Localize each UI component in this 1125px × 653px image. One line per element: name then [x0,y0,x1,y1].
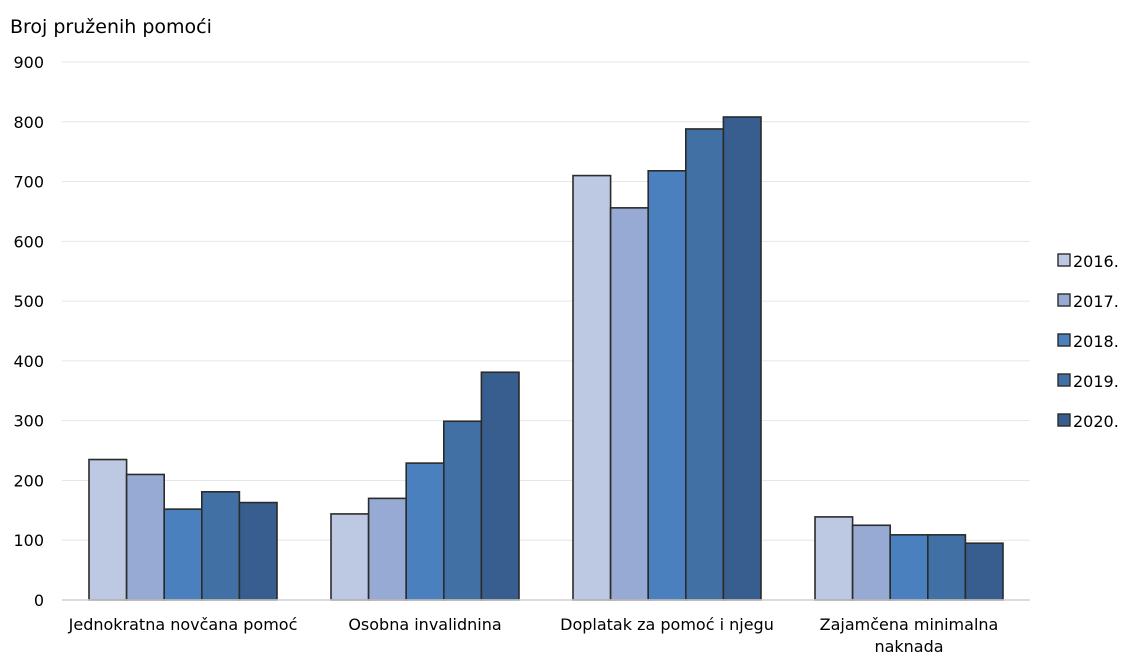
legend-label: 2020. [1073,412,1119,431]
bar [367,497,408,601]
y-tick-label: 700 [13,173,44,192]
bar [88,458,128,601]
y-axis-title: Broj pruženih pomoći [10,16,212,38]
y-tick-label: 0 [34,591,44,610]
y-tick-label: 100 [13,531,44,550]
bar [330,513,370,601]
legend-swatch [1057,293,1071,307]
legend-label: 2019. [1073,372,1119,391]
bar [609,207,649,601]
legend-item: 2020. [1057,412,1119,431]
y-tick-label: 200 [13,471,44,490]
legend-label: 2016. [1073,252,1119,271]
gridlines [62,61,1030,541]
bar [238,501,278,601]
category-label: Jednokratna novčana pomoć [68,615,298,634]
bar [572,174,612,601]
bars [88,116,1004,601]
bar [442,420,483,601]
legend-swatch [1057,413,1071,427]
bar [964,542,1004,601]
legend-swatch [1057,333,1071,347]
y-axis-ticks: 0 100 200 300 400 500 600 700 800 900 [13,53,44,610]
legend-item: 2018. [1057,332,1119,351]
bar [480,371,520,601]
legend-item: 2017. [1057,292,1119,311]
bar [163,508,203,601]
y-tick-label: 800 [13,113,44,132]
category-label: Osobna invalidnina [348,615,501,634]
y-tick-label: 400 [13,352,44,371]
y-tick-label: 900 [13,53,44,72]
bar [926,534,967,601]
legend-item: 2019. [1057,372,1119,391]
category-labels: Jednokratna novčana pomoć Osobna invalidn… [68,615,999,653]
bar [647,169,687,601]
legend-label: 2017. [1073,292,1119,311]
bar [405,462,445,601]
bar [201,491,241,601]
y-tick-label: 500 [13,292,44,311]
bar [814,516,854,601]
bar [722,116,762,601]
bar [889,534,929,601]
y-tick-label: 600 [13,232,44,251]
legend-item: 2016. [1057,252,1119,271]
y-tick-label: 300 [13,412,44,431]
legend-swatch [1057,373,1071,387]
category-label: Doplatak za pomoć i njegu [560,615,774,634]
legend: 2016. 2017. 2018. 2019. 2020. [1057,252,1119,431]
category-label: Zajamčena minimalna [820,615,999,634]
bar [125,473,165,601]
category-label: naknada [874,637,943,653]
bar [684,128,725,601]
legend-swatch [1057,253,1071,267]
bar [851,524,891,601]
legend-label: 2018. [1073,332,1119,351]
